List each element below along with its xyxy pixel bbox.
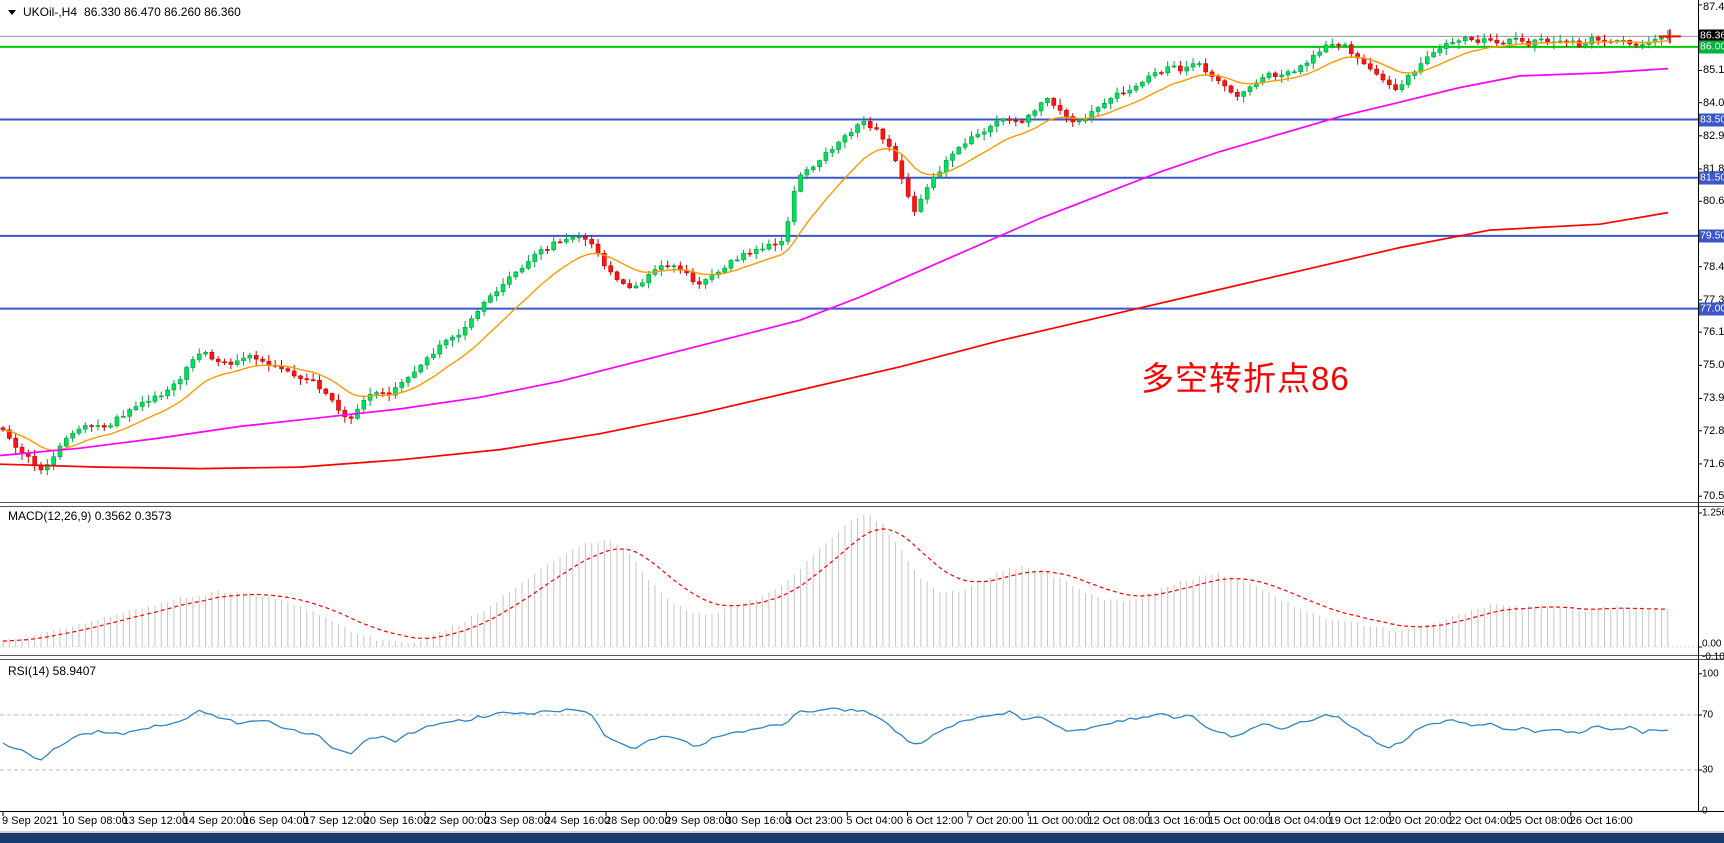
price-tick-label: 82.940 (1703, 129, 1724, 142)
price-tick-label: 85.190 (1703, 64, 1724, 77)
rsi-level-label: 0 (1702, 805, 1708, 817)
macd-histogram (2, 514, 1669, 647)
macd-indicator-label: MACD(12,26,9) 0.3562 0.3573 (8, 509, 172, 523)
price-tick-label: 71.660 (1703, 457, 1724, 470)
price-tick-label: 76.190 (1703, 326, 1724, 339)
price-badge-bid: 86.360 (1699, 29, 1724, 43)
macd-zero-label: 0.00 (1702, 638, 1722, 650)
ma-slow-line (0, 211, 1669, 470)
price-tick-label: 78.440 (1703, 260, 1724, 273)
time-tick-label: 30 Sep 16:00 (725, 815, 792, 827)
time-tick-label: 14 Sep 20:00 (182, 815, 249, 827)
time-tick-label: 17 Sep 12:00 (303, 815, 369, 827)
rsi-level-label: 30 (1702, 764, 1714, 776)
horizontal-lines (0, 35, 1698, 310)
chevron-down-icon[interactable] (8, 9, 16, 15)
price-tick-label: 84.080 (1703, 96, 1724, 109)
macd-signal-line (2, 528, 1668, 642)
time-tick-label: 26 Oct 16:00 (1569, 815, 1633, 827)
macd-min-label: -0.1023 (1702, 651, 1724, 663)
time-tick-label: 7 Oct 20:00 (966, 815, 1024, 827)
price-tick-label: 72.800 (1703, 424, 1724, 437)
rsi-line (2, 707, 1668, 761)
time-tick-label: 3 Oct 23:00 (785, 815, 843, 827)
symbol-timeframe-label: UKOil-,H4 (23, 5, 78, 19)
price-tick-label: 87.440 (1703, 1, 1724, 13)
rsi-level-label: 70 (1702, 709, 1714, 721)
time-tick-label: 29 Sep 08:00 (665, 815, 731, 827)
time-tick-label: 13 Sep 12:00 (122, 815, 189, 827)
price-badge-hline: 77.000 (1699, 302, 1724, 316)
macd-max-label: 1.2562 (1702, 507, 1724, 519)
rsi-level-label: 100 (1702, 668, 1719, 680)
time-tick-label: 9 Sep 2021 (2, 815, 59, 827)
price-tick-label: 75.050 (1703, 359, 1724, 372)
price-badge-hline: 81.500 (1699, 171, 1724, 185)
time-tick-label: 18 Oct 04:00 (1268, 815, 1332, 827)
panel-frame (0, 0, 1724, 816)
time-tick-label: 22 Oct 04:00 (1449, 815, 1513, 827)
price-badge-hline: 86.000 (1699, 40, 1724, 54)
time-tick-label: 13 Oct 16:00 (1147, 815, 1211, 827)
time-tick-label: 19 Oct 12:00 (1328, 815, 1392, 827)
time-tick-label: 15 Oct 00:00 (1208, 815, 1271, 827)
time-tick-label: 16 Sep 04:00 (243, 815, 309, 827)
time-tick-label: 28 Sep 00:00 (605, 815, 671, 827)
time-tick-label: 24 Sep 16:00 (544, 815, 611, 827)
time-tick-label: 12 Oct 08:00 (1087, 815, 1151, 827)
ma-fast-line (2, 40, 1668, 452)
candle-bodies (0, 36, 1671, 471)
price-tick-label: 70.550 (1703, 490, 1724, 503)
time-tick-label: 6 Oct 12:00 (906, 815, 964, 827)
ohlc-values: 86.330 86.470 86.260 86.360 (84, 5, 241, 19)
time-tick-label: 11 Oct 00:00 (1027, 815, 1090, 827)
chart-title: UKOil-,H4 86.330 86.470 86.260 86.360 (8, 5, 241, 19)
time-tick-label: 22 Sep 00:00 (424, 815, 490, 827)
rsi-indicator-label: RSI(14) 58.9407 (8, 664, 97, 678)
chart-text-annotation[interactable]: 多空转折点86 (1141, 360, 1350, 397)
ma-medium-line (0, 67, 1669, 457)
price-tick-label: 80.690 (1703, 195, 1724, 208)
time-tick-label: 5 Oct 04:00 (846, 815, 904, 827)
price-badge-hline: 83.500 (1699, 113, 1724, 127)
price-badge-hline: 79.500 (1699, 229, 1724, 243)
bottom-strip (0, 833, 1724, 843)
time-tick-label: 23 Sep 08:00 (484, 815, 550, 827)
price-tick-label: 73.910 (1703, 392, 1724, 405)
last-price-marker (1658, 29, 1681, 44)
time-tick-label: 25 Oct 08:00 (1509, 815, 1573, 827)
time-tick-label: 20 Oct 20:00 (1388, 815, 1452, 827)
time-tick-label: 20 Sep 16:00 (363, 815, 430, 827)
bottom-separator (0, 831, 1724, 833)
indicator-levels (0, 646, 1698, 771)
time-tick-label: 10 Sep 08:00 (62, 815, 128, 827)
